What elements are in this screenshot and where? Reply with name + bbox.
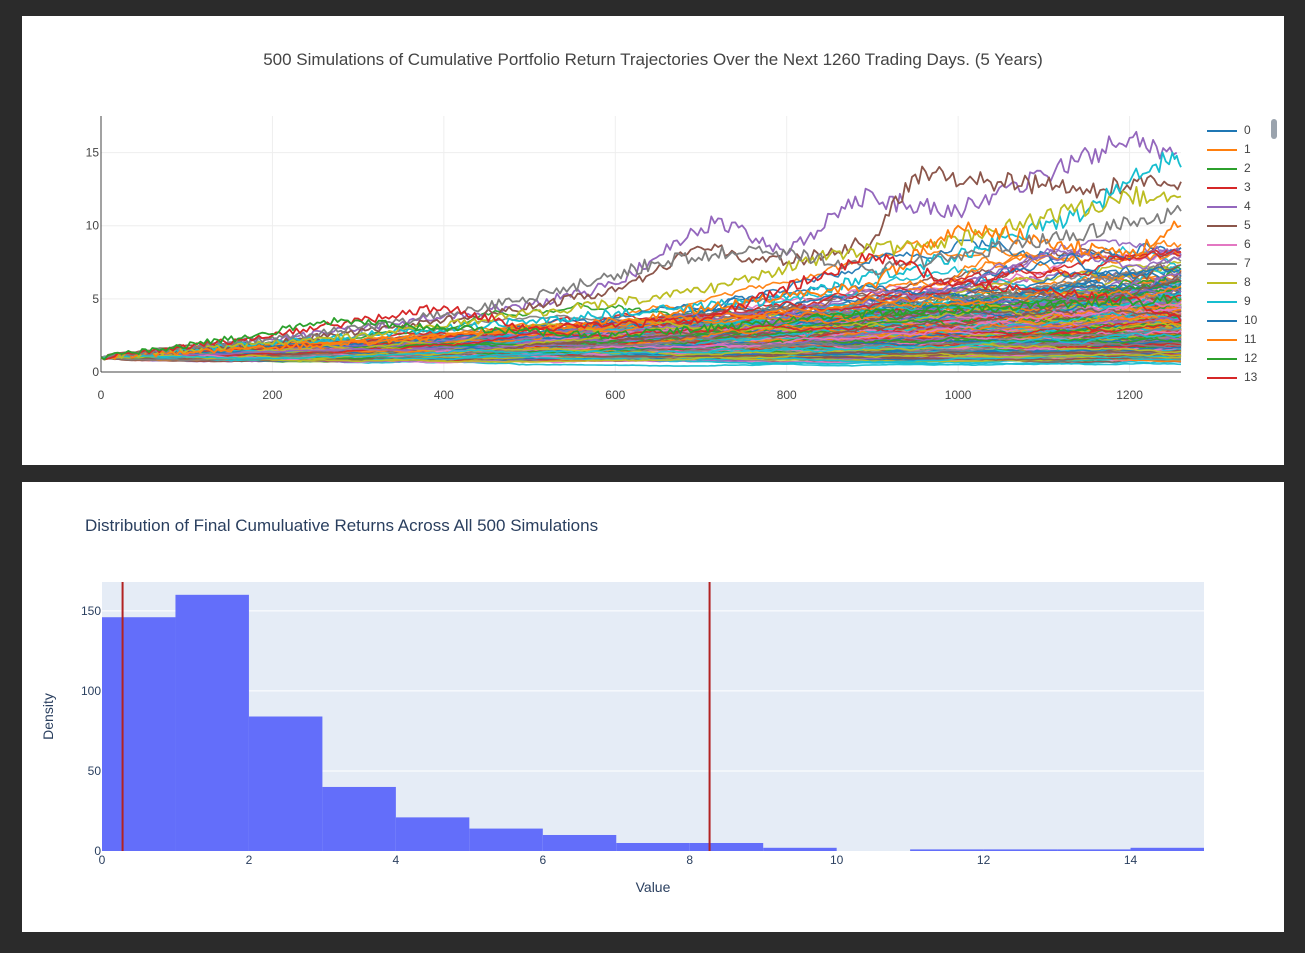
x-tick-label: 400 (434, 388, 454, 402)
histogram-bar (1130, 847, 1204, 851)
x-tick-label: 2 (246, 853, 253, 867)
legend-label: 2 (1244, 161, 1251, 175)
legend-item[interactable]: 0 (1207, 122, 1267, 141)
legend-item[interactable]: 6 (1207, 236, 1267, 255)
legend-swatch (1207, 206, 1237, 208)
legend-item[interactable]: 5 (1207, 217, 1267, 236)
legend-swatch (1207, 320, 1237, 322)
legend-label: 3 (1244, 180, 1251, 194)
histogram-bar (616, 842, 690, 851)
histogram-bar (910, 849, 984, 851)
legend-item[interactable]: 11 (1207, 331, 1267, 350)
legend-label: 7 (1244, 256, 1251, 270)
x-tick-label: 800 (777, 388, 797, 402)
legend-item[interactable]: 4 (1207, 198, 1267, 217)
y-tick-label: 5 (92, 292, 99, 306)
series-line-7 (100, 204, 1182, 361)
legend-item[interactable]: 9 (1207, 293, 1267, 312)
x-tick-label: 0 (98, 388, 105, 402)
y-tick-label: 0 (92, 365, 99, 379)
x-tick-label: 10 (830, 853, 844, 867)
legend-label: 8 (1244, 275, 1251, 289)
legend-item[interactable]: 8 (1207, 274, 1267, 293)
legend-swatch (1207, 149, 1237, 151)
series-line (100, 352, 1182, 364)
y-tick-label: 0 (94, 844, 101, 858)
legend-label: 9 (1244, 294, 1251, 308)
y-axis-title: Density (40, 693, 56, 740)
y-tick-label: 15 (86, 146, 100, 160)
histogram-bar (322, 786, 396, 851)
legend-item[interactable]: 12 (1207, 350, 1267, 369)
histogram-bar (469, 828, 543, 851)
legend-label: 10 (1244, 313, 1258, 327)
x-tick-label: 8 (686, 853, 693, 867)
legend-item[interactable]: 7 (1207, 255, 1267, 274)
legend-swatch (1207, 187, 1237, 189)
distribution-chart-panel: Distribution of Final Cumuluative Return… (22, 482, 1284, 932)
histogram-bar (395, 817, 470, 851)
legend-scrollbar[interactable] (1271, 119, 1277, 139)
legend-swatch (1207, 168, 1237, 170)
legend-label: 13 (1244, 370, 1258, 384)
legend-label: 1 (1244, 142, 1251, 156)
legend-label: 12 (1244, 351, 1258, 365)
x-tick-label: 1200 (1116, 388, 1143, 402)
x-tick-label: 6 (539, 853, 546, 867)
histogram-bar (542, 834, 617, 851)
legend-label: 4 (1244, 199, 1251, 213)
x-tick-label: 200 (262, 388, 282, 402)
legend-item[interactable]: 3 (1207, 179, 1267, 198)
chart-title: 500 Simulations of Cumulative Portfolio … (263, 50, 1043, 69)
legend-swatch (1207, 339, 1237, 341)
series-line (100, 307, 1182, 361)
x-tick-label: 1000 (945, 388, 972, 402)
histogram-bar (763, 847, 837, 851)
legend-swatch (1207, 377, 1237, 379)
legend-item[interactable]: 1 (1207, 141, 1267, 160)
y-tick-label: 150 (81, 604, 101, 618)
legend-swatch (1207, 244, 1237, 246)
series-line-3 (100, 252, 1182, 361)
legend-swatch (1207, 225, 1237, 227)
histogram-bar (102, 617, 176, 851)
x-tick-label: 0 (99, 853, 106, 867)
legend-swatch (1207, 263, 1237, 265)
series-line-2 (100, 293, 1182, 361)
legend-label: 6 (1244, 237, 1251, 251)
legend-label: 5 (1244, 218, 1251, 232)
histogram-bar (248, 716, 323, 851)
y-tick-label: 100 (81, 684, 101, 698)
histogram-bar (1057, 849, 1131, 851)
x-tick-label: 4 (393, 853, 400, 867)
x-tick-label: 14 (1124, 853, 1138, 867)
series-group (100, 239, 1182, 367)
legend-swatch (1207, 301, 1237, 303)
legend-label: 0 (1244, 123, 1251, 137)
histogram-bar (689, 842, 764, 851)
series-line-1 (100, 220, 1182, 361)
x-tick-label: 12 (977, 853, 991, 867)
chart-title: Distribution of Final Cumuluative Return… (85, 516, 599, 535)
histogram-plot[interactable]: 0 50 100 150 0 2 4 6 8 10 12 14 Value Density (22, 482, 1284, 932)
legend-swatch (1207, 282, 1237, 284)
trajectories-chart-panel: 500 Simulations of Cumulative Portfolio … (22, 16, 1284, 465)
series-line (101, 332, 1182, 360)
y-tick-label: 50 (88, 764, 102, 778)
y-tick-label: 10 (86, 219, 100, 233)
histogram-bar (175, 594, 249, 851)
legend-label: 11 (1244, 332, 1257, 346)
legend-swatch (1207, 358, 1237, 360)
legend-item[interactable]: 2 (1207, 160, 1267, 179)
legend[interactable]: 0 1 2 3 4 5 6 7 8 9 10 11 12 13 (1207, 122, 1267, 392)
legend-item[interactable]: 13 (1207, 369, 1267, 388)
series-line (100, 252, 1182, 359)
x-axis-title: Value (636, 879, 671, 895)
histogram-bar (983, 849, 1058, 851)
legend-item[interactable]: 10 (1207, 312, 1267, 331)
x-tick-label: 600 (605, 388, 625, 402)
legend-swatch (1207, 130, 1237, 132)
